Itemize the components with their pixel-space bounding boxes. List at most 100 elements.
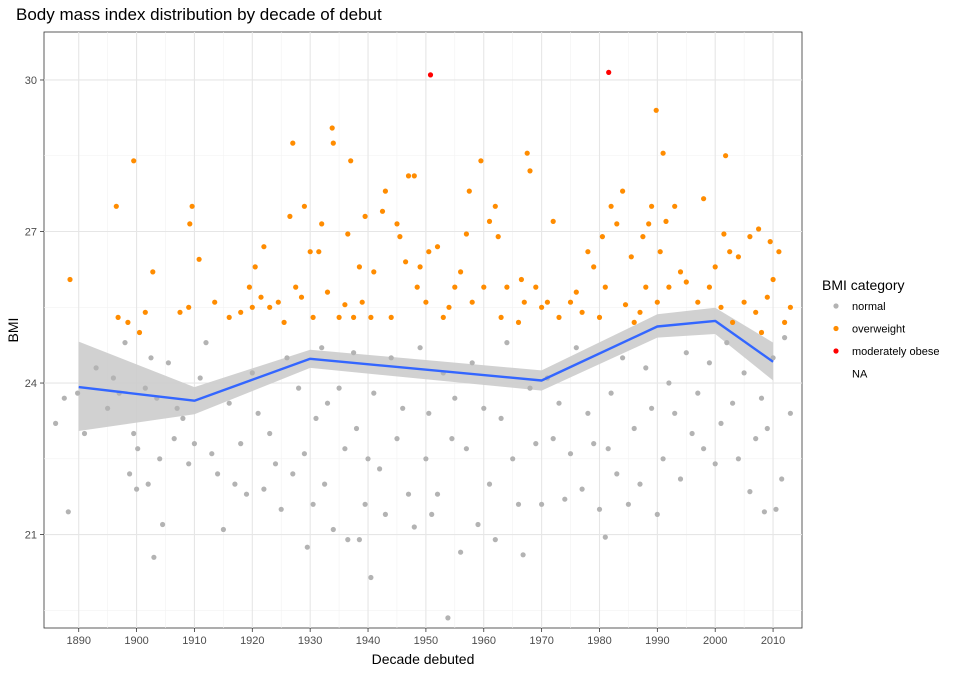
data-point-normal (209, 451, 215, 457)
data-point-normal (238, 441, 244, 447)
data-point-normal (278, 506, 284, 512)
data-point-normal (93, 365, 99, 371)
data-point-overweight (351, 314, 357, 320)
data-point-overweight (727, 249, 733, 255)
data-point-normal (426, 410, 432, 416)
data-point-normal (368, 574, 374, 581)
data-point-normal (515, 501, 522, 507)
data-point-overweight (113, 203, 119, 209)
data-point-overweight (67, 276, 73, 283)
data-point-overweight (307, 249, 313, 255)
data-point-normal (550, 436, 556, 442)
data-point-overweight (677, 269, 684, 275)
data-point-overweight (316, 249, 322, 255)
data-point-overweight (196, 256, 202, 262)
data-point-normal (362, 501, 368, 507)
data-point-overweight (701, 196, 707, 202)
data-point-overweight (747, 234, 753, 240)
data-point-normal (301, 451, 307, 457)
data-point-overweight (397, 234, 403, 240)
legend-key (833, 348, 839, 354)
data-point-normal (782, 335, 788, 341)
data-point-overweight (298, 294, 305, 300)
data-point-overweight (434, 244, 441, 250)
y-tick-label: 24 (25, 378, 37, 390)
data-point-overweight (741, 299, 747, 305)
data-point-overweight (599, 234, 606, 240)
data-point-normal (310, 501, 316, 507)
data-point-overweight (706, 284, 713, 290)
data-point-normal (261, 486, 267, 492)
data-point-normal (585, 410, 591, 416)
data-point-overweight (504, 284, 510, 290)
data-point-normal (65, 509, 71, 515)
x-axis-ticks: 1890 1900 1910 1920 1930 1940 1950 1960 1970 1980… (66, 628, 785, 647)
data-point-overweight (649, 203, 655, 209)
data-point-overweight (753, 309, 759, 315)
data-point-overweight (423, 299, 429, 305)
data-point-normal (345, 537, 351, 543)
data-point-overweight (498, 314, 504, 320)
data-point-overweight (721, 231, 727, 237)
major-grid (44, 32, 802, 628)
data-point-normal (336, 385, 342, 391)
x-tick-label: 2010 (761, 635, 785, 647)
data-point-normal (284, 355, 290, 361)
data-point-overweight (579, 309, 585, 315)
data-point-normal (747, 489, 753, 495)
data-point-overweight (660, 150, 666, 156)
data-point-overweight (556, 314, 562, 320)
data-point-normal (689, 430, 695, 437)
y-axis-title: BMI (5, 318, 21, 343)
data-point-overweight (142, 309, 148, 315)
data-point-overweight (136, 329, 143, 336)
data-point-overweight (672, 203, 678, 209)
data-point-overweight (653, 107, 659, 113)
y-tick-label: 30 (25, 75, 37, 87)
data-point-normal (186, 461, 192, 467)
data-point-normal (567, 451, 574, 457)
data-point-normal (452, 395, 458, 401)
data-point-overweight (379, 208, 386, 214)
data-point-overweight (440, 314, 446, 320)
data-point-overweight (411, 173, 417, 179)
data-point-overweight (527, 168, 533, 174)
data-point-normal (160, 521, 166, 528)
x-tick-label: 1980 (587, 635, 611, 647)
data-point-normal (411, 524, 417, 530)
data-point-overweight (620, 188, 626, 194)
data-point-normal (220, 526, 226, 533)
data-point-normal (371, 390, 377, 396)
data-point-normal (191, 441, 197, 447)
data-point-normal (324, 400, 331, 406)
data-point-overweight (585, 249, 591, 255)
x-tick-label: 1900 (124, 635, 148, 647)
chart-title: Body mass index distribution by decade o… (16, 5, 382, 24)
data-point-normal (423, 456, 429, 462)
data-point-overweight (539, 304, 545, 310)
data-point-overweight (492, 203, 498, 209)
data-point-overweight (249, 304, 255, 310)
data-point-normal (562, 496, 568, 502)
data-point-normal (290, 471, 296, 477)
x-axis-title: Decade debuted (372, 651, 475, 667)
data-point-overweight (533, 284, 539, 290)
data-point-normal (701, 446, 707, 452)
data-point-overweight (290, 140, 296, 146)
data-point-overweight (614, 221, 620, 227)
data-point-normal (105, 405, 111, 411)
data-point-overweight (622, 302, 629, 308)
data-point-overweight (131, 158, 137, 164)
legend-label: normal (852, 301, 886, 313)
data-point-overweight (695, 299, 701, 305)
data-point-overweight (654, 299, 660, 305)
legend-label: NA (852, 369, 868, 381)
data-point-overweight (261, 244, 267, 250)
data-point-normal (61, 395, 67, 401)
data-point-overweight (602, 284, 608, 290)
x-tick-label: 1960 (472, 635, 496, 647)
data-point-normal (417, 345, 423, 351)
data-point-normal (481, 405, 487, 411)
data-point-overweight (417, 264, 423, 270)
